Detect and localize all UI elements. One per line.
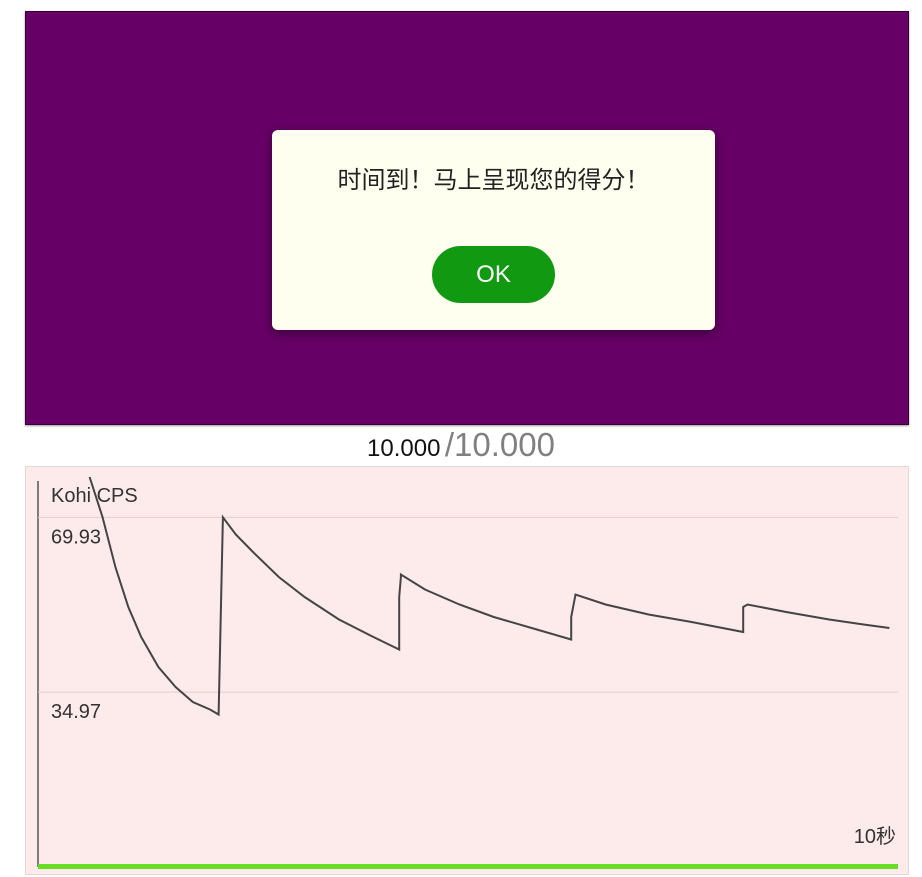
cps-chart-svg: Kohi CPS 69.93 34.97 10秒 — [37, 476, 898, 869]
cps-chart: Kohi CPS 69.93 34.97 10秒 — [25, 466, 909, 875]
time-up-dialog: 时间到！马上呈现您的得分！ OK — [272, 130, 715, 330]
y-tick-label-upper: 69.93 — [51, 526, 101, 548]
x-end-label: 10秒 — [854, 825, 896, 848]
chart-title: Kohi CPS — [51, 485, 138, 507]
dialog-message: 时间到！马上呈现您的得分！ — [337, 166, 650, 194]
timer-elapsed: 10.000 — [367, 435, 441, 462]
time-progress-bar — [38, 864, 898, 869]
ok-button[interactable]: OK — [432, 246, 555, 303]
y-tick-label-lower: 34.97 — [51, 701, 101, 723]
cps-series-line — [88, 476, 890, 717]
timer-total: /10.000 — [444, 426, 555, 463]
click-area[interactable]: 时间到！马上呈现您的得分！ OK — [25, 11, 909, 425]
timer: 10.000 /10.000 — [0, 426, 922, 464]
